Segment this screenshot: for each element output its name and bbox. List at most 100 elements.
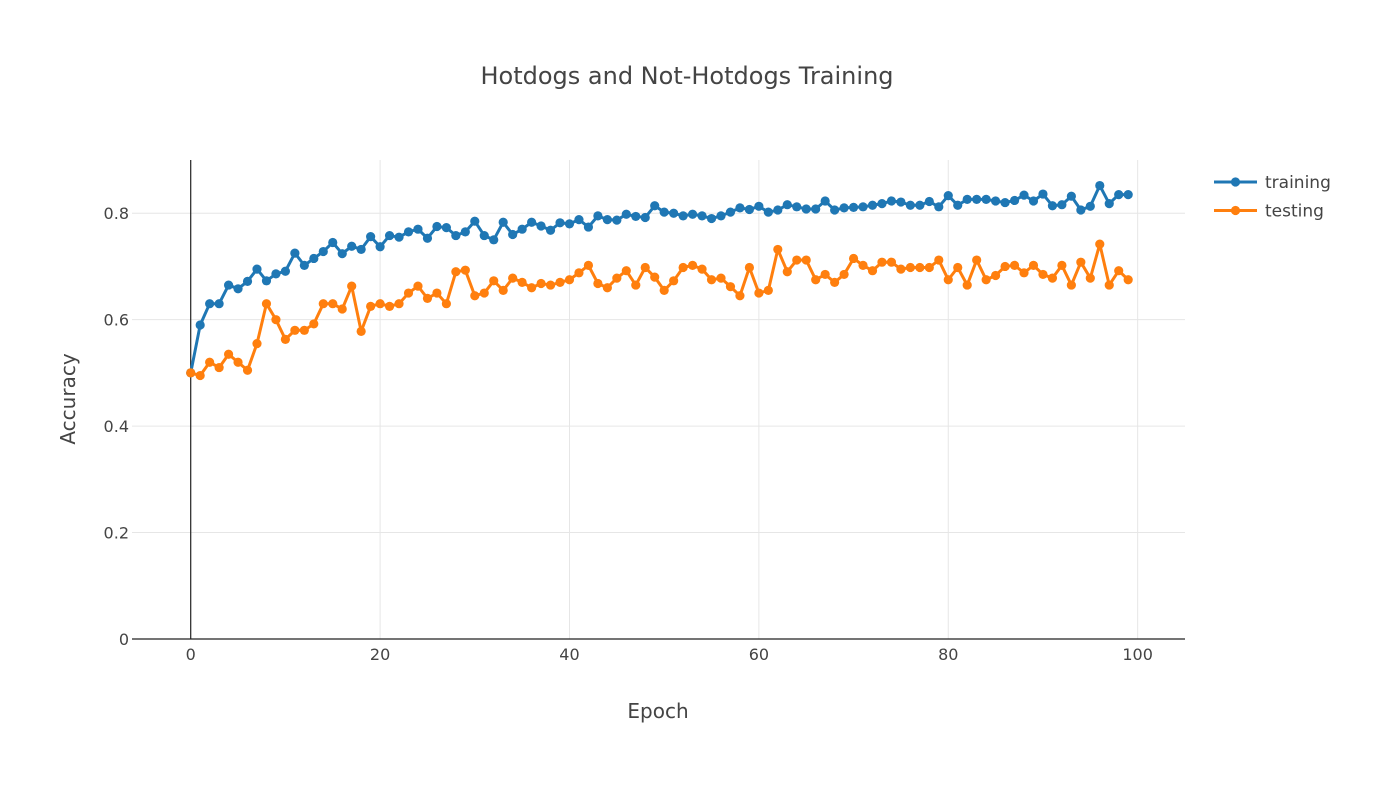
data-point <box>508 273 518 283</box>
data-point <box>650 201 660 211</box>
data-point <box>1123 189 1133 200</box>
data-point <box>612 273 622 283</box>
data-point <box>1009 195 1020 206</box>
legend-marker-icon <box>1230 177 1241 187</box>
data-point <box>356 326 366 336</box>
data-point <box>413 281 423 291</box>
tick-labels: 0 20 40 60 80 100 0 0.2 0.4 0.6 0.8 <box>104 204 1153 664</box>
data-point <box>839 203 849 213</box>
data-point <box>1028 196 1039 206</box>
series-line-testing <box>190 242 1130 378</box>
data-point <box>460 265 470 275</box>
data-point <box>1057 200 1067 210</box>
data-point <box>527 283 537 293</box>
data-point <box>1019 190 1029 200</box>
data-point <box>848 253 859 264</box>
data-point <box>763 285 773 295</box>
data-point <box>981 275 991 285</box>
data-point <box>545 280 556 290</box>
data-point <box>640 262 650 273</box>
data-point <box>953 262 963 273</box>
data-point <box>877 199 887 209</box>
data-point <box>441 299 451 309</box>
data-point <box>687 260 698 270</box>
data-point <box>820 269 830 280</box>
data-point <box>309 319 319 329</box>
data-point <box>1085 201 1095 211</box>
data-point <box>1104 280 1114 290</box>
data-point <box>697 211 707 221</box>
legend-item-training[interactable]: training <box>1214 173 1331 193</box>
data-point <box>280 334 291 344</box>
data-point <box>223 349 234 359</box>
data-point <box>1028 260 1039 270</box>
data-point <box>517 277 527 288</box>
legend-item-testing[interactable]: testing <box>1214 202 1324 222</box>
legend[interactable]: training testing <box>1214 173 1331 222</box>
data-point <box>735 203 745 213</box>
data-point <box>1047 273 1058 283</box>
data-point <box>555 218 565 228</box>
data-point <box>479 230 489 241</box>
data-point <box>1085 273 1095 283</box>
data-point <box>602 283 612 293</box>
series-group <box>186 180 1133 381</box>
series-line-training <box>189 184 1129 374</box>
data-point <box>242 365 253 375</box>
data-point <box>403 288 414 298</box>
data-point <box>1123 275 1133 285</box>
x-tick-label: 100 <box>1122 645 1153 664</box>
y-tick-label: 0.4 <box>104 417 129 436</box>
data-point <box>678 211 688 221</box>
data-point <box>867 200 878 210</box>
data-point <box>451 267 461 277</box>
data-point <box>1114 266 1124 276</box>
data-point <box>773 205 783 215</box>
data-point <box>271 315 281 325</box>
data-point <box>555 277 565 288</box>
data-point <box>261 299 272 309</box>
y-tick-label: 0.8 <box>104 204 129 223</box>
data-point <box>981 194 991 204</box>
data-point <box>867 266 878 276</box>
data-point <box>886 257 897 267</box>
data-point <box>744 262 755 273</box>
data-point <box>366 232 376 242</box>
data-point <box>422 233 433 243</box>
data-point <box>839 269 849 280</box>
data-point <box>1066 280 1076 290</box>
grid <box>132 160 1185 639</box>
data-point <box>934 202 944 212</box>
data-point <box>1114 189 1124 200</box>
data-point <box>953 200 963 210</box>
data-point <box>1057 260 1067 270</box>
data-point <box>375 299 385 309</box>
data-point <box>366 301 376 311</box>
data-point <box>233 357 243 367</box>
data-point <box>858 260 868 270</box>
data-point <box>470 216 480 226</box>
legend-label: training <box>1265 173 1331 193</box>
series-testing <box>186 239 1133 381</box>
data-point <box>233 284 243 294</box>
data-point <box>290 248 300 258</box>
data-point <box>564 275 575 285</box>
data-point <box>536 278 546 289</box>
data-point <box>924 196 934 207</box>
data-point <box>631 280 641 290</box>
data-point <box>744 204 755 215</box>
data-point <box>593 278 603 289</box>
data-point <box>394 232 404 242</box>
data-point <box>886 196 897 206</box>
data-point <box>706 213 717 224</box>
data-point <box>754 288 764 298</box>
data-point <box>934 255 944 265</box>
axes <box>132 160 1185 640</box>
data-point <box>716 273 726 283</box>
data-point <box>659 207 669 217</box>
data-point <box>811 204 821 214</box>
data-point <box>915 262 925 273</box>
data-point <box>318 299 328 309</box>
chart-title: Hotdogs and Not-Hotdogs Training <box>480 62 893 90</box>
